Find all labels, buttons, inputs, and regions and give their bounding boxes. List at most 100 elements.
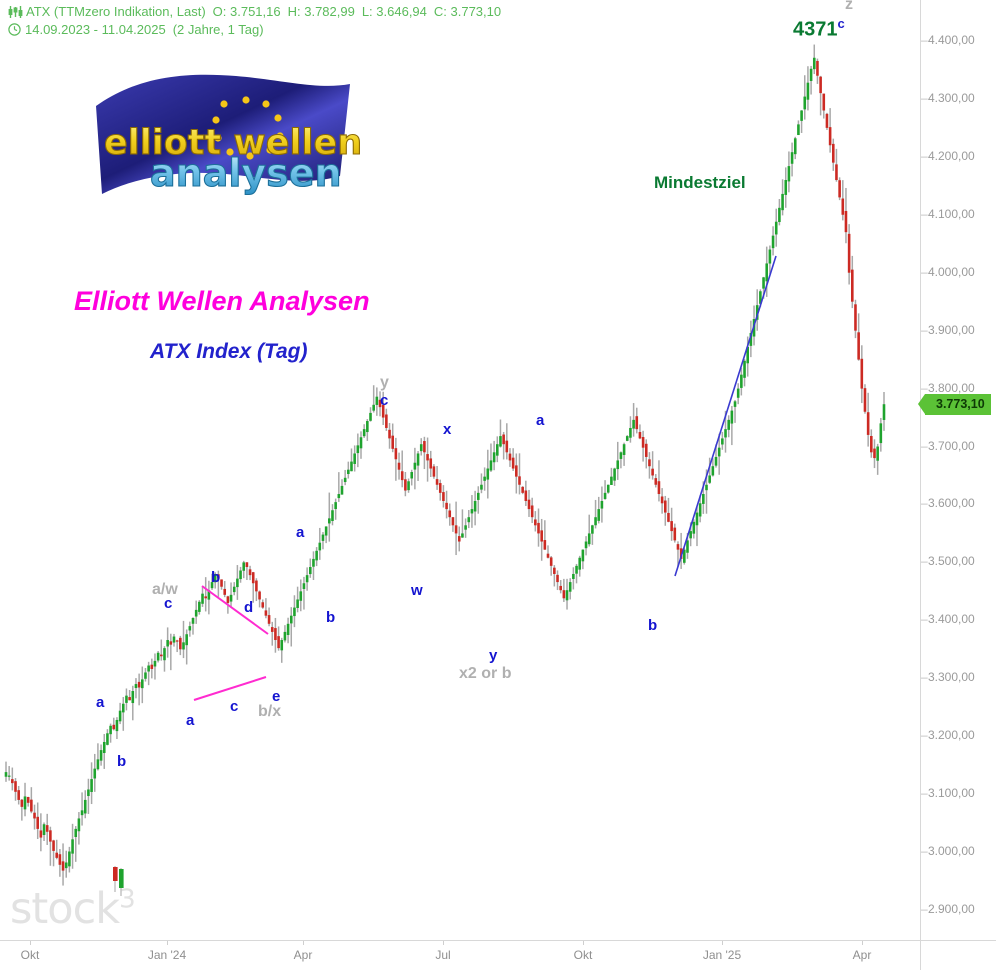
candle-body-down [847, 233, 851, 273]
candle-body-down [644, 443, 648, 457]
candle-body-up [207, 590, 211, 600]
candle-body-down [673, 527, 677, 541]
candle-body-up [809, 68, 813, 82]
candle-body-down [540, 530, 543, 542]
candle-body-down [33, 812, 36, 819]
candle-body-up [201, 593, 204, 604]
candle-body-down [14, 781, 17, 792]
candle-body-up [705, 484, 708, 491]
candle-body-up [109, 725, 112, 735]
wave-label-z: z [845, 0, 853, 13]
candle-body-up [771, 235, 775, 249]
candle-body-down [404, 479, 407, 491]
candle-body-up [83, 799, 87, 814]
watermark-candle-icon [110, 866, 126, 902]
time-tick-mark [30, 941, 31, 945]
candle-body-up [746, 346, 749, 364]
candle-body-up [581, 549, 585, 562]
trendline-blue-impulse[interactable] [674, 255, 777, 577]
candle-body-up [689, 531, 692, 539]
symbol-ohlc-row: ATX (TTMzero Indikation, Last) O: 3.751,1… [8, 4, 501, 19]
price-axis[interactable]: –4.400,00 –4.300,00 –4.200,00 –4.100,00 –4.0… [918, 0, 996, 940]
candle-body-down [58, 854, 62, 865]
candle-body-down [508, 453, 512, 461]
candle-body-up [784, 180, 788, 195]
candle-body-up [708, 475, 711, 483]
candle-body-down [515, 465, 518, 477]
candle-body-down [457, 536, 461, 542]
candle-body-up [572, 573, 575, 579]
candle-body-up [115, 719, 119, 732]
candle-body-down [667, 512, 670, 522]
candle-body-down [258, 591, 261, 600]
mindestziel-label: Mindestziel [654, 173, 746, 192]
candle-body-down [448, 510, 452, 518]
candle-body-down [52, 840, 55, 851]
candle-body-down [546, 553, 550, 558]
candle-body-up [182, 642, 185, 650]
close-value: C: 3.773,10 [433, 4, 502, 19]
candle-body-up [730, 410, 734, 424]
candle-body-up [793, 138, 797, 155]
candle-body-up [90, 779, 93, 792]
price-tick: –3.500,00 [921, 554, 975, 569]
candle-body-down [17, 790, 20, 800]
candle-body-down [651, 468, 654, 476]
candle-body-up [800, 110, 803, 121]
candle-body-up [96, 759, 100, 770]
last-price-badge: 3.773,10 [918, 394, 991, 416]
candle-body-up [239, 570, 242, 580]
candle-body-up [568, 582, 572, 592]
clock-icon [8, 23, 21, 36]
candle-body-down [657, 481, 661, 495]
candle-body-up [4, 772, 8, 777]
price-tick: –4.100,00 [921, 206, 975, 221]
wave-label-bx: b/x [258, 703, 282, 720]
candle-body-up [210, 582, 214, 589]
candle-body-up [191, 618, 195, 624]
page-subtitle: ATX Index (Tag) [150, 340, 308, 363]
candle-body-up [812, 57, 816, 70]
wave-label-a: a [96, 694, 105, 711]
candle-body-up [759, 291, 762, 304]
price-tick: –2.900,00 [921, 902, 975, 916]
price-tick: –4.200,00 [921, 148, 975, 163]
candle-body-up [632, 419, 635, 429]
candle-body-up [781, 193, 784, 211]
candle-body-up [727, 419, 730, 430]
candle-body-down [20, 799, 24, 807]
candle-body-up [172, 636, 176, 643]
candle-body-down [378, 399, 382, 408]
candle-body-down [543, 540, 547, 550]
candle-body-up [340, 485, 344, 495]
candle-body-down [245, 562, 249, 568]
candle-body-down [663, 500, 667, 513]
candle-body-down [49, 830, 52, 842]
candle-body-up [194, 609, 198, 617]
price-plot-area[interactable] [0, 0, 920, 940]
trendline-magenta-lower[interactable] [193, 676, 267, 701]
candle-body-up [156, 652, 160, 661]
candle-body-up [603, 492, 607, 499]
candle-body-up [188, 626, 192, 631]
target-price-value: 4371 [793, 18, 838, 41]
candle-body-up [232, 586, 236, 593]
candle-body-down [518, 476, 521, 485]
candle-body-down [831, 143, 835, 163]
candle-body-up [686, 540, 689, 553]
time-axis[interactable]: Okt Jan '24 Apr Jul Okt Jan '25 Apr [0, 940, 920, 970]
candle-body-up [324, 526, 328, 536]
candle-body-up [486, 468, 490, 480]
time-tick: Okt [20, 948, 40, 962]
candle-body-up [419, 444, 423, 452]
candle-body-up [106, 733, 109, 745]
candle-body-up [118, 710, 122, 722]
candle-body-up [721, 438, 724, 445]
candle-body-up [476, 492, 480, 500]
candle-body-up [762, 277, 765, 289]
candle-body-down [635, 416, 639, 430]
price-tick: –3.900,00 [921, 322, 975, 337]
trendline-magenta-upper[interactable] [201, 585, 269, 635]
candle-body-up [283, 631, 287, 641]
candle-body-down [822, 93, 826, 111]
